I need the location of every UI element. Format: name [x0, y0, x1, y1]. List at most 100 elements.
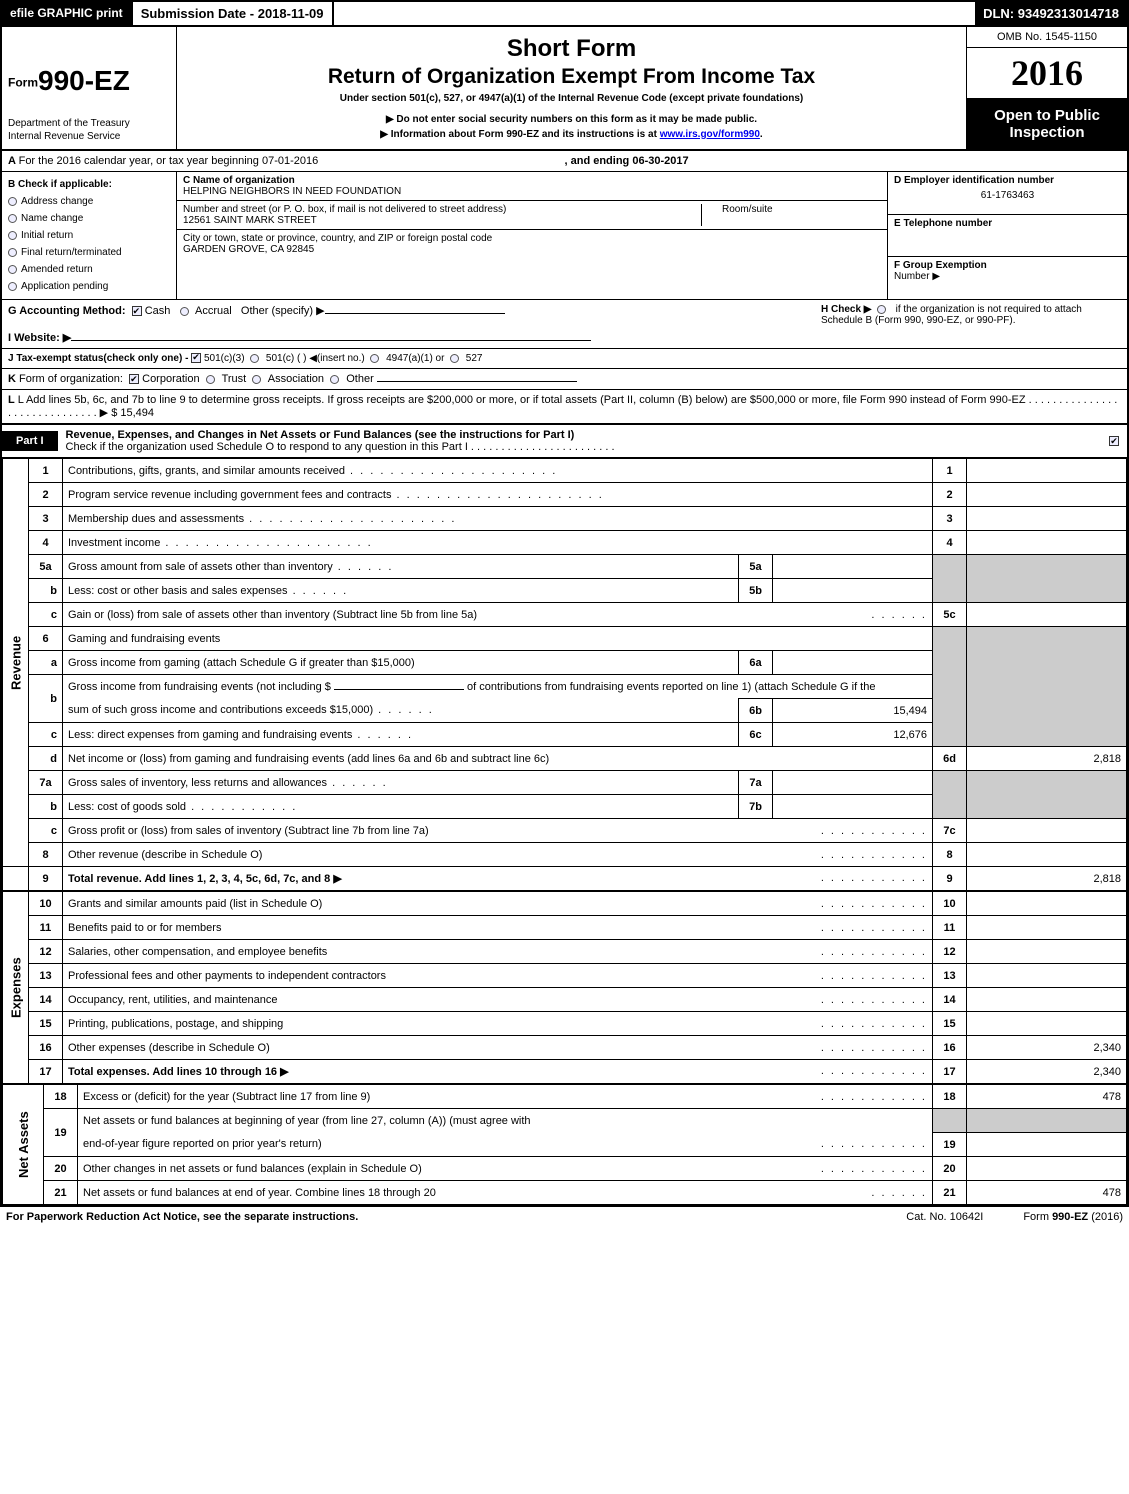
footer-cat: Cat. No. 10642I — [906, 1211, 983, 1223]
ld-6d: Net income or (loss) from gaming and fun… — [68, 753, 549, 765]
ln-4: 4 — [29, 531, 63, 555]
lines-table: Revenue 1 Contributions, gifts, grants, … — [2, 458, 1127, 891]
ln-9: 9 — [29, 867, 63, 891]
efile-print-button[interactable]: efile GRAPHIC print — [2, 2, 133, 25]
check-final-return[interactable] — [8, 248, 17, 257]
check-assoc[interactable] — [252, 375, 261, 384]
v-14 — [967, 988, 1127, 1012]
ln-6c: c — [29, 723, 63, 747]
mb-5a: 5a — [739, 555, 773, 579]
ln-11: 11 — [29, 916, 63, 940]
b-item-2: Initial return — [21, 230, 73, 241]
entity-block: B Check if applicable: Address change Na… — [2, 172, 1127, 300]
dln: DLN: 93492313014718 — [975, 2, 1127, 25]
check-501c[interactable] — [250, 354, 259, 363]
v-13 — [967, 964, 1127, 988]
ld-17: Total expenses. Add lines 10 through 16 — [68, 1066, 277, 1078]
g-label: G Accounting Method: — [8, 305, 126, 317]
check-address-change[interactable] — [8, 197, 17, 206]
check-name-change[interactable] — [8, 214, 17, 223]
form-container: efile GRAPHIC print Submission Date - 20… — [0, 0, 1129, 1207]
check-corp[interactable] — [129, 374, 139, 384]
nb-12: 12 — [933, 940, 967, 964]
ln-17: 17 — [29, 1060, 63, 1084]
nb-11: 11 — [933, 916, 967, 940]
ld-6: Gaming and fundraising events — [68, 633, 220, 645]
part1-sub: Check if the organization used Schedule … — [66, 441, 615, 453]
dln-label: DLN: — [983, 6, 1018, 21]
check-initial-return[interactable] — [8, 231, 17, 240]
ln-6: 6 — [29, 627, 63, 651]
ln-20: 20 — [44, 1157, 78, 1181]
arrow-line-2: ▶ Information about Form 990-EZ and its … — [187, 129, 956, 140]
irs-link[interactable]: www.irs.gov/form990 — [660, 129, 760, 140]
ld-19b: end-of-year figure reported on prior yea… — [83, 1138, 322, 1150]
g-other-input[interactable] — [325, 313, 505, 314]
ld-5b: Less: cost or other basis and sales expe… — [68, 585, 348, 597]
mv-6c: 12,676 — [773, 723, 933, 747]
nb-6d: 6d — [933, 747, 967, 771]
ld-1: Contributions, gifts, grants, and simila… — [68, 465, 557, 477]
mv-7b — [773, 795, 933, 819]
mb-6b: 6b — [739, 699, 773, 723]
footer: For Paperwork Reduction Act Notice, see … — [0, 1207, 1129, 1227]
d-ein: 61-1763463 — [894, 186, 1121, 201]
omb-number: OMB No. 1545-1150 — [967, 27, 1127, 48]
row-k: K Form of organization: Corporation Trus… — [2, 369, 1127, 390]
side-expenses: Expenses — [3, 892, 29, 1084]
nb-5c: 5c — [933, 603, 967, 627]
c-name-label: C Name of organization — [183, 175, 401, 186]
line-a-end: , and ending 06-30-2017 — [565, 155, 689, 167]
check-amended-return[interactable] — [8, 265, 17, 274]
row-j: J Tax-exempt status(check only one) - 50… — [2, 349, 1127, 369]
footer-right: Form 990-EZ (2016) — [1023, 1211, 1123, 1223]
v-2 — [967, 483, 1127, 507]
nb-1: 1 — [933, 459, 967, 483]
check-cash[interactable] — [132, 306, 142, 316]
ld-11: Benefits paid to or for members — [68, 922, 221, 934]
check-other-org[interactable] — [330, 375, 339, 384]
title-return: Return of Organization Exempt From Incom… — [187, 65, 956, 89]
topbar: efile GRAPHIC print Submission Date - 20… — [2, 2, 1127, 27]
room-suite-label: Room/suite — [701, 204, 881, 226]
ln-18: 18 — [44, 1085, 78, 1109]
i-website-input[interactable] — [71, 340, 591, 341]
k-other-input[interactable] — [377, 381, 577, 382]
ln-14: 14 — [29, 988, 63, 1012]
check-527[interactable] — [450, 354, 459, 363]
shade-7v — [967, 771, 1127, 819]
check-4947[interactable] — [370, 354, 379, 363]
mb-5b: 5b — [739, 579, 773, 603]
check-trust[interactable] — [206, 375, 215, 384]
v-9: 2,818 — [967, 867, 1127, 891]
g-accrual: Accrual — [195, 305, 232, 317]
c-street-label: Number and street (or P. O. box, if mail… — [183, 204, 701, 215]
nb-13: 13 — [933, 964, 967, 988]
check-accrual[interactable] — [180, 307, 189, 316]
arrow-17: ▶ — [280, 1066, 288, 1078]
shade-7 — [933, 771, 967, 819]
ld-21: Net assets or fund balances at end of ye… — [83, 1187, 436, 1199]
ld-2: Program service revenue including govern… — [68, 489, 604, 501]
arrow-line-1: ▶ Do not enter social security numbers o… — [187, 114, 956, 125]
6b-amount-input[interactable] — [334, 689, 464, 690]
b-item-0: Address change — [21, 196, 93, 207]
g-other: Other (specify) ▶ — [241, 305, 325, 317]
ld-7b: Less: cost of goods sold — [68, 801, 297, 813]
part1-header: Part I Revenue, Expenses, and Changes in… — [2, 423, 1127, 458]
footer-right-post: (2016) — [1088, 1211, 1123, 1223]
ld-7a: Gross sales of inventory, less returns a… — [68, 777, 388, 789]
arrow-9: ▶ — [333, 873, 341, 885]
title-cell: Short Form Return of Organization Exempt… — [177, 27, 967, 149]
ln-5c: c — [29, 603, 63, 627]
submission-date-value: 2018-11-09 — [258, 6, 324, 21]
open-line2: Inspection — [971, 124, 1123, 141]
nb-14: 14 — [933, 988, 967, 1012]
check-application-pending[interactable] — [8, 282, 17, 291]
check-501c3[interactable] — [191, 353, 201, 363]
f-label2: Number ▶ — [894, 271, 940, 282]
check-h[interactable] — [877, 305, 886, 314]
h-pre: H Check ▶ — [821, 304, 871, 315]
ln-16: 16 — [29, 1036, 63, 1060]
check-schedule-o[interactable] — [1109, 436, 1119, 446]
